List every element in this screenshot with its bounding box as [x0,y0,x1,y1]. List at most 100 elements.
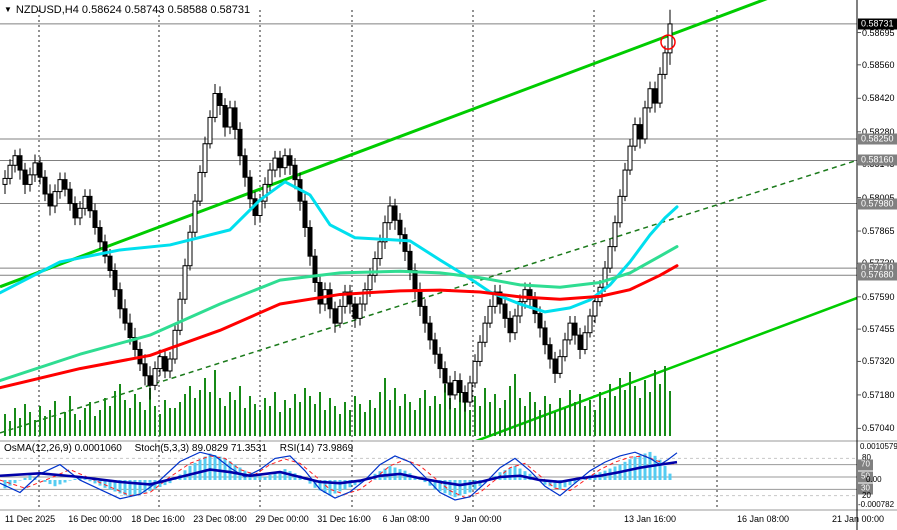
indicator-level-label: 80 [862,453,871,463]
candle-body [382,222,388,243]
candle-body [292,164,298,181]
indicator-level-label: 20 [862,490,871,500]
candle-body [332,308,338,324]
candle-body [607,246,613,269]
candle-body [287,155,293,166]
price-tick-label: 0.57320 [862,356,895,367]
candle-body [587,315,593,334]
candle-body [537,313,543,329]
candle-body [642,107,648,140]
candle-body [87,195,93,212]
candle-body [197,171,203,202]
osma-label: OsMA(12,26,9) 0.0001060 [4,443,122,454]
candle-body [42,176,48,195]
candle-body [142,363,148,377]
time-axis-label: 11 Dec 2025 [4,514,56,524]
price-tick-label: 0.57590 [862,291,895,302]
chart-dropdown-icon[interactable]: ▼ [4,5,12,14]
candle-body [457,380,463,394]
candle-body [517,301,523,317]
candle-body [277,157,283,169]
indicator-bottom-value: -0.000782 [858,500,895,509]
ma-mid-green [0,245,679,383]
candle-body [12,155,18,166]
candle-body [67,188,73,205]
stoch-main-line [0,451,678,501]
breakout-circle-annotation [660,34,676,50]
candle-body [167,358,173,372]
time-axis-label: 16 Dec 00:00 [68,514,122,524]
candle-body [577,334,583,350]
candle-body [92,210,98,228]
candle-body [17,155,23,171]
candle-body [192,200,198,233]
candle-body [502,303,508,319]
candle-body [407,250,413,272]
candle-body [47,193,53,207]
candle-body [452,380,458,396]
candle-body [397,219,403,236]
candle-body [327,289,333,310]
price-line-label: 0.57980 [858,198,897,210]
rsi-line [0,460,678,487]
candle-body [552,358,558,374]
candle-body [217,93,223,106]
candle-body [222,104,228,128]
candle-body [7,164,13,179]
candle-body [372,258,378,276]
candle-body [667,23,673,54]
price-tick-label: 0.57865 [862,226,895,237]
candle-body [82,195,88,209]
candle-body [122,308,128,324]
time-axis-label: 16 Jan 08:00 [736,514,790,524]
candle-body [267,169,273,185]
candle-body [127,322,133,338]
candle-body [57,179,63,193]
price-tick-label: 0.57040 [862,423,895,434]
candle-body [247,176,253,200]
candle-body [107,255,113,272]
candle-body [272,157,278,171]
trendline-channel-upper [0,0,768,289]
candle-body [237,128,243,157]
candle-body [302,200,308,228]
indicator-zero-value: 0.00 [866,475,882,484]
indicator-top-value: 0.0010579 [860,442,897,451]
candle-body [447,382,453,396]
candle-body [132,336,138,350]
time-axis-label: 13 Jan 16:00 [623,514,677,524]
time-axis-label: 31 Dec 16:00 [317,514,371,524]
candle-body [202,143,208,173]
candle-body [232,107,238,130]
candle-body [27,174,33,185]
price-tick-label: 0.58560 [862,59,895,70]
time-axis-label: 29 Dec 00:00 [255,514,309,524]
candle-body [152,368,158,386]
candle-body [62,179,68,190]
candle-body [347,291,353,305]
chart-title: ▼ NZDUSD,H4 0.58624 0.58743 0.58588 0.587… [4,4,250,16]
candle-body [357,303,363,319]
candle-body [432,339,438,355]
price-tick-label: 0.58695 [862,27,895,38]
candle-body [532,298,538,315]
candle-body [417,289,423,307]
price-line-label: 0.57680 [858,269,897,281]
ma-slow-red [0,264,679,390]
candle-body [562,339,568,358]
price-tick-label: 0.58280 [862,126,895,137]
candle-body [182,265,188,300]
indicator-labels: OsMA(12,26,9) 0.0001060 Stoch(5,3,3) 89.… [4,443,363,454]
candle-body [337,305,343,324]
candle-body [312,255,318,283]
trendline-channel-lower [475,296,857,440]
price-line-label: 0.58160 [858,154,897,166]
candle-body [527,289,533,300]
candle-body [637,124,643,140]
candle-body [262,183,268,202]
price-tick-label: 0.57455 [862,324,895,335]
candle-body [437,353,443,370]
candle-body [622,169,628,197]
